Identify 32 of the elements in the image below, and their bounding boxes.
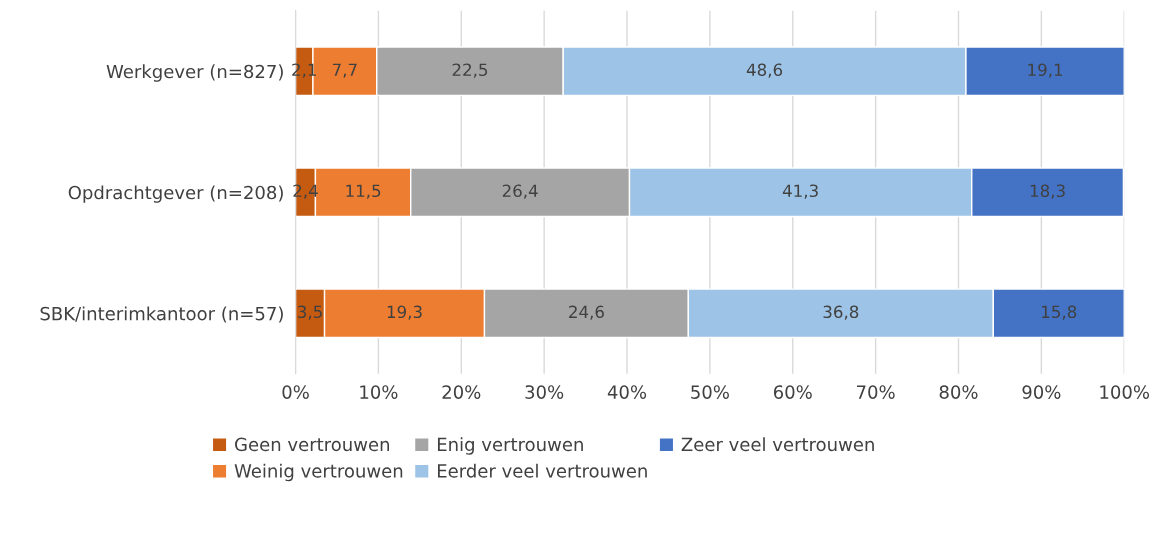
- data-label: 11,5: [346, 184, 381, 199]
- data-label: 41,3: [782, 184, 818, 199]
- data-label: 19,1: [1028, 63, 1063, 78]
- legend-label: Enig vertrouwen: [437, 437, 583, 455]
- data-label: 3,5: [298, 305, 322, 320]
- data-label: 22,5: [452, 63, 488, 78]
- x-tick-label: 10%: [360, 385, 398, 399]
- legend-label: Geen vertrouwen: [235, 437, 389, 452]
- x-tick-label: 70%: [857, 385, 895, 399]
- data-label: 15,8: [1042, 305, 1077, 320]
- legend-label: Eerder veel vertrouwen: [437, 463, 647, 478]
- data-label: 48,6: [746, 63, 783, 78]
- x-tick-label: 60%: [773, 385, 812, 399]
- x-tick-label: 0%: [282, 385, 309, 399]
- x-tick-label: 20%: [442, 385, 481, 399]
- data-label: 24,6: [569, 305, 604, 320]
- x-tick-label: 90%: [1022, 385, 1061, 399]
- y-tick-label: Opdrachtgever (n=208): [68, 185, 283, 203]
- x-tick-label: 50%: [691, 385, 729, 399]
- x-tick-label: 80%: [939, 385, 978, 399]
- legend-label: Weinig vertrouwen: [234, 463, 403, 482]
- data-label: 26,4: [502, 184, 538, 199]
- legend-label: Zeer veel vertrouwen: [681, 437, 874, 452]
- data-label: 7,7: [332, 63, 357, 78]
- y-tick-label: Werkgever (n=827): [106, 64, 283, 82]
- data-label: 18,3: [1030, 184, 1065, 199]
- x-tick-label: 40%: [607, 385, 647, 399]
- x-tick-label: 30%: [525, 385, 564, 399]
- y-tick-label: SBK/interimkantoor (n=57): [40, 306, 283, 323]
- x-tick-label: 100%: [1100, 385, 1150, 399]
- data-label: 19,3: [387, 305, 422, 320]
- data-label: 36,8: [823, 305, 859, 320]
